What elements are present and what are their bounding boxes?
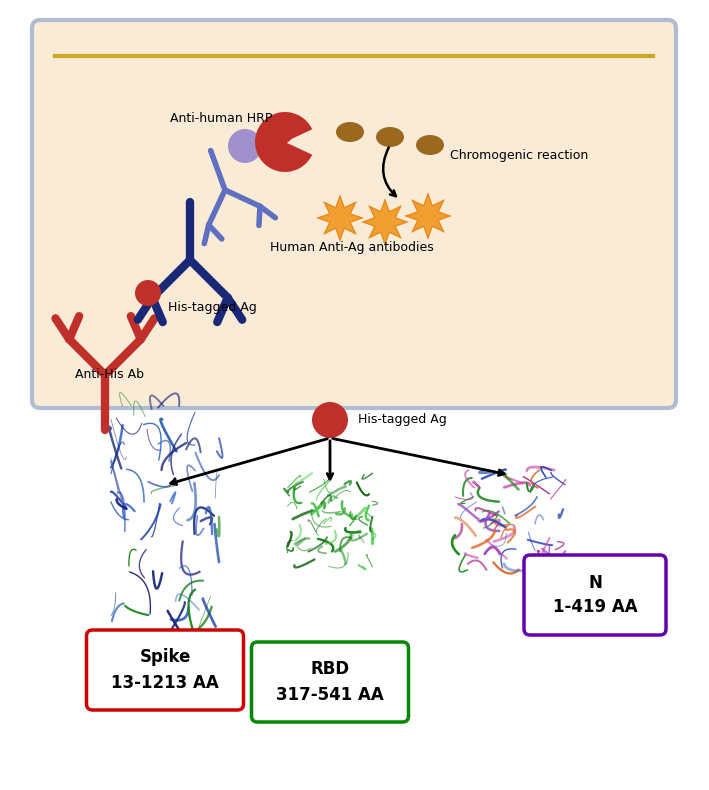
Text: Anti-His Ab: Anti-His Ab (75, 368, 144, 382)
Text: Human Anti-Ag antibodies: Human Anti-Ag antibodies (270, 240, 434, 254)
Ellipse shape (336, 122, 364, 142)
Circle shape (228, 129, 262, 163)
Polygon shape (316, 194, 364, 242)
FancyBboxPatch shape (32, 20, 676, 408)
Ellipse shape (376, 127, 404, 147)
Polygon shape (320, 198, 360, 238)
FancyBboxPatch shape (86, 630, 243, 710)
Polygon shape (365, 202, 405, 242)
Text: N
1-419 AA: N 1-419 AA (553, 574, 637, 616)
Polygon shape (408, 196, 448, 236)
FancyBboxPatch shape (524, 555, 666, 635)
Text: Spike
13-1213 AA: Spike 13-1213 AA (111, 649, 219, 691)
Ellipse shape (416, 135, 444, 155)
Wedge shape (255, 112, 312, 172)
Text: His-tagged Ag: His-tagged Ag (358, 413, 447, 427)
FancyBboxPatch shape (252, 642, 408, 722)
Text: RBD
317-541 AA: RBD 317-541 AA (276, 660, 384, 704)
Ellipse shape (259, 116, 296, 148)
Polygon shape (404, 192, 452, 240)
Circle shape (312, 402, 348, 438)
Text: Anti-human HRP: Anti-human HRP (170, 111, 272, 125)
Circle shape (135, 280, 161, 306)
Text: His-tagged Ag: His-tagged Ag (168, 300, 257, 314)
Text: Chromogenic reaction: Chromogenic reaction (450, 149, 588, 161)
Polygon shape (361, 198, 409, 246)
